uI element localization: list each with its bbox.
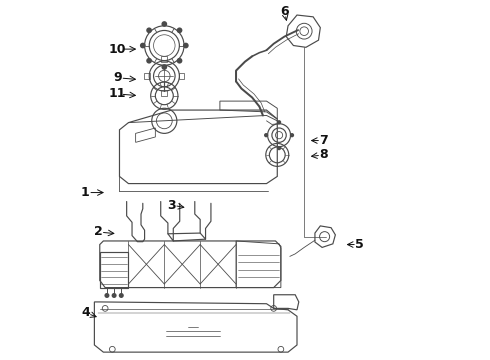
Text: 10: 10 <box>109 42 126 55</box>
Circle shape <box>146 58 152 64</box>
Text: 9: 9 <box>113 71 122 84</box>
Text: 3: 3 <box>167 199 176 212</box>
Bar <box>144 73 150 79</box>
Circle shape <box>161 21 167 27</box>
Circle shape <box>277 146 281 150</box>
Circle shape <box>264 133 269 137</box>
Circle shape <box>161 64 167 70</box>
Text: 6: 6 <box>280 5 289 18</box>
Circle shape <box>140 42 146 48</box>
Circle shape <box>290 133 294 137</box>
Bar <box>161 56 167 62</box>
Text: 11: 11 <box>109 87 126 100</box>
Circle shape <box>104 293 109 298</box>
Bar <box>161 90 167 96</box>
Circle shape <box>277 120 281 125</box>
Text: 1: 1 <box>81 186 90 199</box>
Text: 2: 2 <box>94 225 102 238</box>
Text: 7: 7 <box>319 134 328 147</box>
Text: 5: 5 <box>355 238 364 251</box>
Circle shape <box>183 42 189 48</box>
Text: 8: 8 <box>319 148 328 161</box>
Circle shape <box>112 293 117 298</box>
Bar <box>179 73 184 79</box>
Circle shape <box>177 58 182 64</box>
Circle shape <box>146 27 152 33</box>
Text: 4: 4 <box>81 306 90 319</box>
Circle shape <box>119 293 124 298</box>
Circle shape <box>177 27 182 33</box>
